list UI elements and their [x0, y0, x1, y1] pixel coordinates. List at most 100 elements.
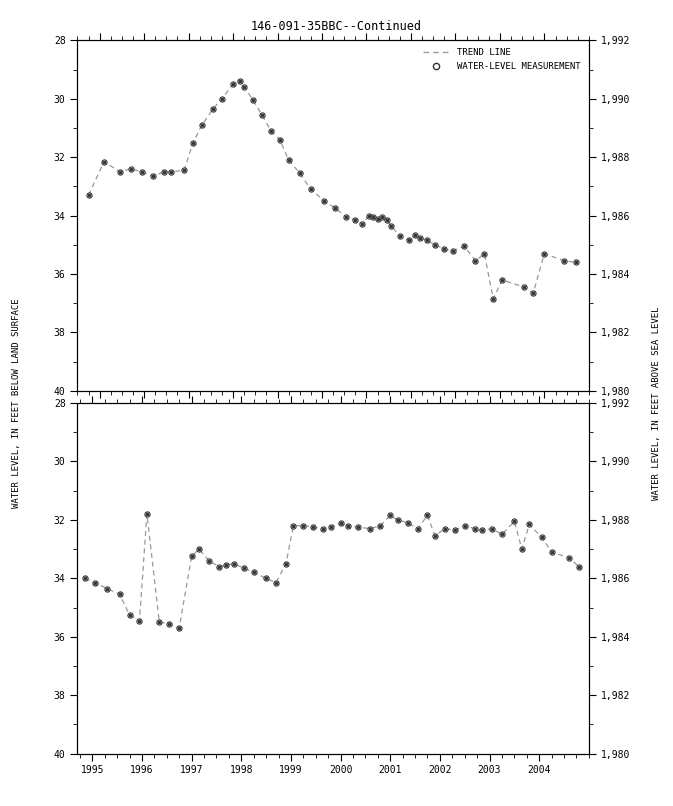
Point — [221, 559, 232, 571]
Point — [429, 530, 440, 542]
Point — [519, 280, 530, 293]
Point — [365, 522, 376, 535]
Point — [372, 212, 383, 225]
Point — [341, 210, 352, 223]
Point — [573, 560, 584, 573]
Point — [147, 170, 158, 183]
Point — [159, 165, 170, 178]
Point — [114, 588, 125, 600]
Point — [353, 521, 363, 534]
Point — [524, 517, 534, 530]
Point — [497, 273, 507, 286]
Point — [476, 524, 487, 537]
Point — [159, 165, 170, 178]
Point — [403, 234, 414, 247]
Point — [412, 522, 423, 535]
Point — [124, 609, 135, 621]
Point — [260, 571, 271, 584]
Point — [439, 522, 450, 535]
Point — [476, 524, 487, 537]
Point — [410, 228, 421, 241]
Point — [154, 616, 165, 629]
Point — [459, 240, 470, 253]
Point — [260, 571, 271, 584]
Point — [294, 167, 305, 180]
Point — [470, 255, 481, 268]
Point — [294, 167, 305, 180]
Point — [281, 557, 291, 570]
Point — [298, 519, 309, 532]
Point — [509, 515, 520, 528]
Point — [283, 154, 294, 167]
Point — [265, 124, 276, 137]
Point — [186, 550, 197, 563]
Point — [319, 194, 330, 207]
Legend: TREND LINE, WATER-LEVEL MEASUREMENT: TREND LINE, WATER-LEVEL MEASUREMENT — [419, 45, 584, 74]
Point — [439, 522, 450, 535]
Point — [430, 239, 441, 251]
Point — [325, 521, 336, 534]
Point — [204, 555, 215, 567]
Point — [227, 77, 238, 90]
Point — [479, 247, 490, 260]
Point — [497, 528, 507, 541]
Point — [102, 582, 112, 595]
Point — [343, 519, 353, 532]
Point — [516, 542, 527, 555]
Point — [559, 255, 570, 268]
Point — [256, 108, 267, 121]
Point — [179, 164, 190, 177]
Point — [422, 509, 433, 522]
Point — [394, 230, 405, 243]
Point — [227, 77, 238, 90]
Point — [516, 542, 527, 555]
Point — [288, 519, 299, 532]
Point — [166, 165, 176, 178]
Point — [283, 154, 294, 167]
Point — [90, 576, 100, 589]
Point — [497, 273, 507, 286]
Point — [528, 287, 538, 300]
Point — [415, 231, 425, 244]
Point — [275, 133, 285, 146]
Point — [147, 170, 158, 183]
Point — [318, 522, 328, 535]
Point — [186, 550, 197, 563]
Point — [325, 521, 336, 534]
Point — [194, 542, 205, 555]
Point — [524, 517, 534, 530]
Point — [99, 155, 110, 168]
Point — [79, 571, 90, 584]
Text: 146-091-35BBC--Continued: 146-091-35BBC--Continued — [251, 20, 422, 33]
Point — [497, 528, 507, 541]
Point — [99, 155, 110, 168]
Point — [228, 557, 239, 570]
Point — [341, 210, 352, 223]
Point — [365, 522, 376, 535]
Point — [275, 133, 285, 146]
Point — [536, 531, 547, 544]
Point — [102, 582, 112, 595]
Point — [265, 124, 276, 137]
Point — [469, 522, 480, 535]
Point — [415, 231, 425, 244]
Point — [470, 255, 481, 268]
Point — [188, 136, 199, 149]
Point — [194, 542, 205, 555]
Point — [298, 519, 309, 532]
Point — [308, 521, 318, 534]
Point — [488, 293, 499, 305]
Point — [539, 247, 550, 260]
Point — [125, 163, 136, 176]
Point — [539, 247, 550, 260]
Point — [386, 219, 396, 232]
Point — [248, 566, 259, 579]
Point — [460, 519, 470, 532]
Point — [536, 531, 547, 544]
Point — [234, 75, 245, 88]
Point — [197, 118, 207, 131]
Point — [439, 243, 450, 256]
Point — [239, 81, 250, 93]
Point — [318, 522, 328, 535]
Point — [559, 255, 570, 268]
